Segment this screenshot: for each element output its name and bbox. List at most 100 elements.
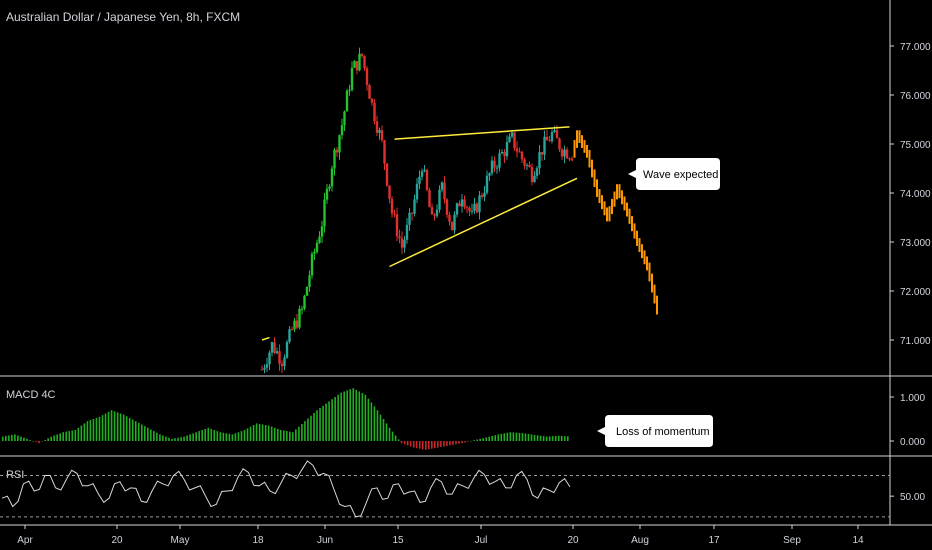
candle-body: [433, 214, 436, 216]
macd-bar: [349, 389, 352, 441]
candle-body: [333, 149, 336, 169]
macd-bar: [101, 415, 104, 441]
macd-bar: [131, 419, 134, 441]
macd-bar: [44, 439, 46, 441]
macd-bar: [168, 437, 170, 441]
macd-bar: [307, 418, 309, 441]
candle-body: [398, 236, 401, 239]
trendline[interactable]: [389, 177, 578, 268]
macd-bar: [313, 412, 315, 441]
macd-bar: [186, 435, 188, 441]
macd-bar: [316, 410, 318, 441]
macd-bar: [421, 441, 424, 450]
candle-body: [320, 226, 324, 237]
macd-bar: [234, 433, 237, 441]
macd-bar: [74, 430, 77, 441]
candle-body: [440, 182, 444, 190]
macd-bar: [14, 434, 16, 441]
candle-body: [465, 207, 469, 209]
macd-bar: [415, 441, 418, 449]
candle-body: [430, 207, 434, 215]
candle-body: [360, 53, 364, 56]
time-tick-label: 20: [567, 535, 579, 546]
candle-body: [363, 55, 366, 69]
candle-body: [325, 188, 329, 200]
macd-bar: [379, 414, 382, 441]
macd-bar: [11, 434, 13, 441]
candle-body: [323, 199, 326, 227]
wave-expected-callout[interactable]: Wave expected: [628, 158, 720, 190]
candle-body: [510, 132, 514, 137]
candle-body: [355, 61, 359, 71]
macd-bar: [189, 434, 191, 441]
macd-bar: [319, 408, 321, 441]
macd-bar: [503, 433, 506, 441]
candle-body: [290, 329, 294, 331]
candle-body: [313, 251, 316, 254]
macd-histogram: [2, 388, 569, 450]
macd-bar: [373, 406, 376, 441]
candle-body: [543, 136, 546, 155]
macd-bar: [467, 441, 469, 442]
trendline[interactable]: [261, 336, 270, 341]
candle-body: [538, 152, 541, 169]
candle-body: [400, 238, 404, 248]
macd-bar: [20, 436, 22, 441]
candle-body: [280, 363, 284, 367]
macd-bar: [38, 441, 40, 444]
candle-body: [270, 342, 274, 353]
macd-bar: [282, 430, 285, 441]
candle-body: [365, 68, 369, 85]
candle-body: [515, 148, 519, 152]
macd-bar: [554, 435, 557, 441]
macd-bar: [159, 434, 161, 441]
macd-bar: [62, 432, 65, 441]
macd-bar: [491, 435, 494, 441]
candle-body: [310, 253, 314, 276]
macd-bar: [125, 416, 128, 441]
macd-bar: [412, 441, 415, 448]
macd-bar: [289, 431, 291, 441]
candle-body: [305, 286, 309, 296]
macd-bar: [150, 429, 152, 441]
candle-body: [368, 84, 371, 99]
candle-body: [375, 121, 379, 133]
macd-bar: [446, 441, 448, 446]
macd-bar: [8, 435, 10, 441]
macd-bar: [286, 431, 288, 441]
macd-bar: [231, 434, 234, 441]
macd-bar: [26, 438, 28, 441]
macd-bar: [201, 430, 204, 441]
macd-bar: [261, 424, 264, 441]
candle-body: [298, 308, 301, 328]
macd-bar: [153, 431, 155, 441]
candle-body: [403, 239, 406, 248]
macd-bar: [304, 421, 306, 441]
macd-bar: [162, 435, 164, 441]
macd-bar: [249, 426, 252, 441]
wave-callout-bubble: [628, 158, 720, 190]
loss-of-momentum-callout[interactable]: Loss of momentum: [597, 415, 713, 447]
macd-tick-label: 1.000: [900, 393, 925, 404]
candle-body: [525, 164, 529, 166]
time-tick-label: 15: [392, 535, 404, 546]
macd-bar: [292, 432, 294, 441]
candle-body: [553, 130, 556, 132]
macd-bar: [406, 441, 409, 446]
macd-bar: [437, 441, 439, 448]
candle-body: [453, 214, 456, 231]
candle-body: [353, 61, 356, 68]
macd-bar: [243, 430, 246, 441]
candle-body: [490, 160, 494, 174]
candle-body: [483, 192, 486, 197]
trendline[interactable]: [394, 126, 570, 140]
macd-bar: [364, 394, 367, 441]
macd-bar: [5, 436, 7, 441]
candle-body: [410, 212, 414, 214]
candle-body: [418, 176, 421, 184]
price-tick-label: 71.000: [900, 336, 931, 347]
macd-bar: [464, 441, 466, 443]
candle-body: [293, 320, 296, 330]
candle-body: [413, 199, 416, 214]
